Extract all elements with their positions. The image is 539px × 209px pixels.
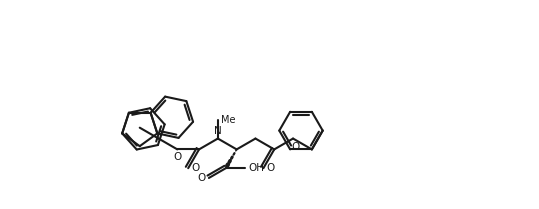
Text: OH: OH — [248, 163, 264, 173]
Text: O: O — [198, 173, 206, 183]
Text: N: N — [214, 126, 222, 136]
Text: O: O — [173, 152, 182, 162]
Text: O: O — [266, 163, 274, 173]
Text: O: O — [291, 143, 299, 153]
Text: Me: Me — [221, 115, 236, 125]
Text: O: O — [191, 163, 199, 173]
